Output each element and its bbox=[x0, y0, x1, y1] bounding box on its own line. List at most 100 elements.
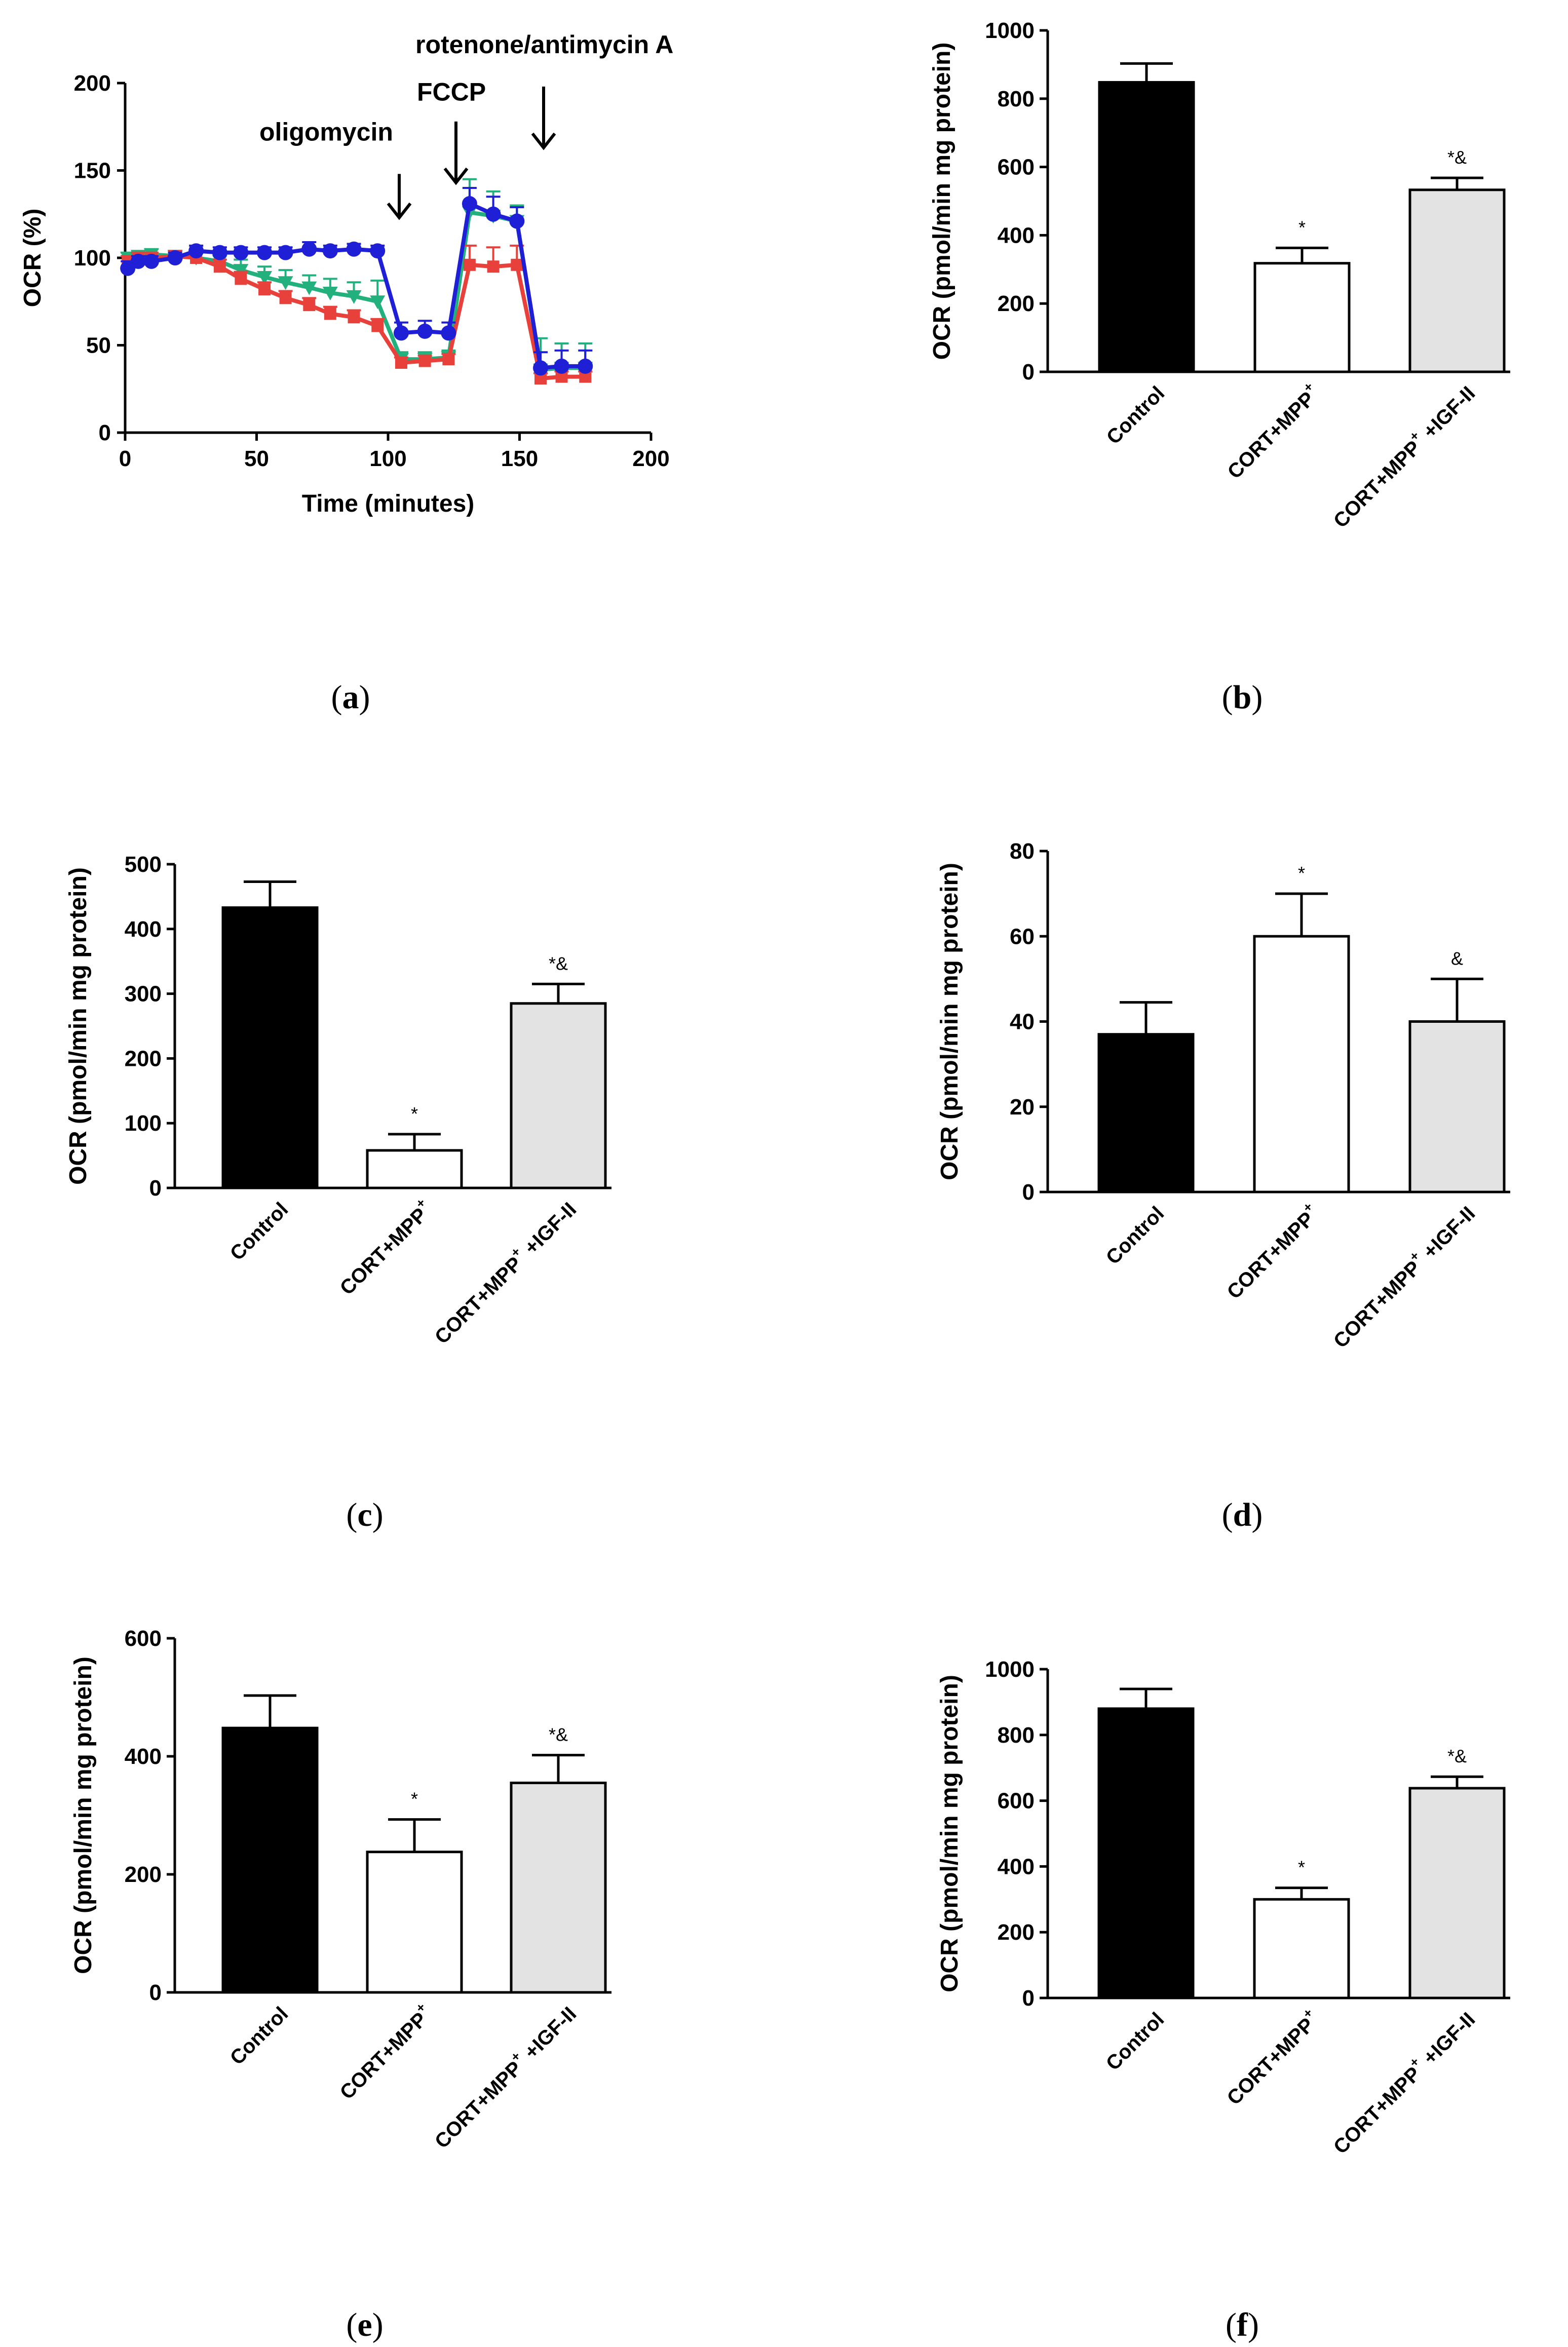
a-data-point bbox=[322, 287, 338, 300]
a-data-point bbox=[303, 299, 316, 312]
d-category-label: CORT+MPP+ bbox=[1219, 1199, 1324, 1303]
c-y-tick-label: 100 bbox=[125, 1111, 162, 1136]
c-significance-label: *& bbox=[549, 953, 568, 974]
a-x-tick-label: 50 bbox=[244, 446, 269, 471]
e-y-tick-label: 400 bbox=[125, 1744, 162, 1769]
e-significance-label: * bbox=[411, 1789, 418, 1810]
a-data-point bbox=[462, 196, 477, 212]
a-data-point bbox=[371, 320, 384, 332]
a-data-point bbox=[322, 243, 338, 259]
e-category-main: CORT+MPP bbox=[336, 2008, 432, 2104]
f-y-tick-label: 0 bbox=[1022, 1986, 1035, 2011]
b-bar bbox=[1408, 188, 1506, 373]
c-bar bbox=[366, 1149, 463, 1189]
c-category-main: CORT+MPP bbox=[431, 1253, 526, 1349]
d-caption: (d) bbox=[1222, 1496, 1263, 1533]
f-bar bbox=[1253, 1898, 1350, 1999]
b-y-tick-label: 200 bbox=[998, 291, 1035, 316]
a-data-point bbox=[509, 213, 525, 229]
c-category-tail: +IGF-II bbox=[516, 1198, 581, 1263]
f-y-tick-label: 600 bbox=[998, 1789, 1035, 1814]
f-y-label: OCR (pmol/min mg protein) bbox=[936, 1675, 963, 1992]
a-data-point bbox=[188, 243, 204, 259]
d-caption-paren-close: ) bbox=[1251, 1496, 1263, 1533]
a-data-point bbox=[279, 292, 292, 304]
f-category-main: CORT+MPP bbox=[1329, 2063, 1425, 2159]
c-y-tick-label: 500 bbox=[125, 852, 162, 877]
d-category-main: CORT+MPP bbox=[1223, 1208, 1319, 1303]
f-caption-letter: f bbox=[1237, 2306, 1248, 2343]
e-caption-paren-close: ) bbox=[372, 2306, 384, 2343]
a-data-point bbox=[417, 323, 433, 339]
b-significance-label: *& bbox=[1447, 147, 1467, 168]
a-annotation-arrow bbox=[387, 174, 412, 220]
e-category-label: Control bbox=[226, 2003, 293, 2069]
b-y-tick-label: 800 bbox=[998, 87, 1035, 111]
a-data-point bbox=[167, 250, 183, 265]
d-category-main: Control bbox=[1102, 1202, 1169, 1269]
a-y-tick-label: 100 bbox=[74, 246, 111, 271]
a-x-tick-label: 0 bbox=[119, 446, 131, 471]
c-y-tick-label: 400 bbox=[125, 917, 162, 942]
a-data-point bbox=[213, 260, 226, 273]
b-category-label: CORT+MPP+ bbox=[1220, 379, 1324, 483]
a-annotation-label: FCCP bbox=[417, 78, 486, 106]
c-category-label: CORT+MPP+ +IGF-II bbox=[428, 1195, 581, 1349]
e-bar bbox=[366, 1851, 463, 1994]
a-data-point bbox=[233, 245, 249, 260]
b-y-tick-label: 600 bbox=[998, 155, 1035, 180]
a-data-point bbox=[257, 271, 273, 285]
a-data-point bbox=[143, 253, 159, 269]
a-data-point bbox=[578, 358, 593, 374]
a-annotation-arrow bbox=[443, 121, 469, 185]
e-y-tick-label: 0 bbox=[149, 1980, 162, 2005]
b-category-main: CORT+MPP bbox=[1223, 388, 1319, 483]
a-data-point bbox=[533, 360, 549, 376]
d-caption-letter: d bbox=[1233, 1496, 1252, 1533]
c-caption-paren-open: ( bbox=[346, 1496, 357, 1533]
e-category-main: CORT+MPP bbox=[431, 2057, 526, 2153]
a-data-point bbox=[257, 245, 273, 260]
a-series-1 bbox=[121, 244, 593, 385]
e-caption-letter: e bbox=[357, 2306, 372, 2343]
e-y-tick-label: 200 bbox=[125, 1862, 162, 1887]
b-category-main: CORT+MPP bbox=[1329, 437, 1425, 532]
a-data-point bbox=[418, 355, 431, 367]
e-caption: (e) bbox=[346, 2306, 383, 2343]
f-y-tick-label: 400 bbox=[998, 1854, 1035, 1879]
a-caption-letter: a bbox=[342, 679, 359, 716]
e-significance-label: *& bbox=[549, 1724, 568, 1745]
d-category-label: CORT+MPP+ +IGF-II bbox=[1326, 1199, 1480, 1353]
d-category-tail: +IGF-II bbox=[1415, 1202, 1480, 1267]
a-data-point bbox=[235, 273, 247, 285]
c-caption-letter: c bbox=[357, 1496, 372, 1533]
d-y-tick-label: 60 bbox=[1010, 924, 1035, 949]
a-x-tick-label: 200 bbox=[632, 446, 669, 471]
f-category-tail: +IGF-II bbox=[1415, 2008, 1480, 2073]
d-bar bbox=[1097, 1033, 1195, 1194]
a-data-point bbox=[395, 357, 407, 369]
c-caption-paren-close: ) bbox=[372, 1496, 384, 1533]
a-annotation-label: oligomycin bbox=[259, 118, 393, 146]
a-data-point bbox=[212, 245, 227, 260]
a-x-tick-label: 150 bbox=[501, 446, 538, 471]
f-bar bbox=[1097, 1707, 1195, 1999]
a-data-point bbox=[346, 241, 362, 257]
a-data-point bbox=[370, 295, 386, 310]
a-data-point bbox=[393, 325, 409, 341]
b-caption-paren-open: ( bbox=[1222, 679, 1233, 716]
c-y-tick-label: 0 bbox=[149, 1176, 162, 1201]
f-category-main: Control bbox=[1102, 2008, 1169, 2075]
c-y-tick-label: 300 bbox=[125, 982, 162, 1007]
a-y-tick-label: 200 bbox=[74, 71, 111, 96]
f-category-main: CORT+MPP bbox=[1223, 2014, 1319, 2109]
a-x-tick-label: 100 bbox=[369, 446, 406, 471]
b-caption: (b) bbox=[1222, 679, 1263, 716]
a-caption-paren-close: ) bbox=[359, 679, 370, 716]
c-category-label: CORT+MPP+ bbox=[332, 1195, 437, 1299]
b-y-tick-label: 400 bbox=[998, 223, 1035, 248]
a-data-point bbox=[554, 358, 569, 374]
f-category-label: Control bbox=[1102, 2008, 1169, 2075]
e-category-label: CORT+MPP+ +IGF-II bbox=[428, 1999, 581, 2153]
